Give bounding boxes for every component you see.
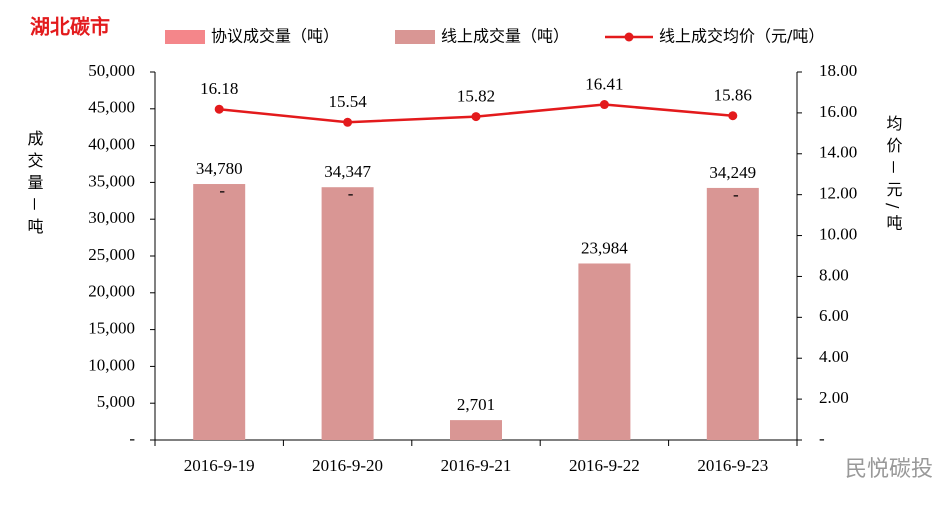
y-tick-label: 20,000 [88, 282, 135, 301]
x-tick-label: 2016-9-23 [697, 456, 768, 475]
y2-tick-label: - [819, 429, 825, 448]
x-tick-label: 2016-9-22 [569, 456, 640, 475]
legend-swatch [165, 30, 205, 44]
y2-tick-label: 2.00 [819, 388, 849, 407]
y2-tick-label: 6.00 [819, 306, 849, 325]
y-tick-label: 40,000 [88, 135, 135, 154]
watermark: 民悦碳投 [845, 457, 933, 482]
axis-title: 均价－元/吨 [884, 115, 903, 236]
bar [706, 187, 759, 440]
legend-label: 线上成交均价（元/吨） [659, 27, 824, 46]
value-label: 15.54 [328, 92, 367, 111]
value-label: 23,984 [581, 238, 628, 257]
value-label: 34,347 [324, 162, 371, 181]
y-tick-label: 25,000 [88, 245, 135, 264]
y2-tick-label: 4.00 [819, 347, 849, 366]
value-label: 16.41 [585, 74, 623, 93]
value-label: 2,701 [457, 395, 495, 414]
y2-tick-label: 10.00 [819, 224, 857, 243]
bar [193, 184, 246, 440]
x-tick-label: 2016-9-20 [312, 456, 383, 475]
legend-swatch [624, 32, 634, 42]
y-tick-label: 35,000 [88, 171, 135, 190]
y2-tick-label: 16.00 [819, 102, 857, 121]
value-label: - [733, 185, 739, 204]
line-point [471, 112, 481, 122]
value-label: 15.82 [457, 86, 495, 105]
line-point [214, 104, 224, 114]
y-tick-label: 5,000 [97, 392, 135, 411]
y2-tick-label: 8.00 [819, 265, 849, 284]
y-tick-label: 50,000 [88, 61, 135, 80]
value-label: 15.86 [714, 86, 752, 105]
value-label: 34,249 [709, 163, 756, 182]
x-tick-label: 2016-9-21 [441, 456, 512, 475]
legend-label: 线上成交量（吨） [441, 27, 569, 46]
x-tick-label: 2016-9-19 [184, 456, 255, 475]
value-label: - [348, 184, 354, 203]
y2-tick-label: 14.00 [819, 143, 857, 162]
bar [450, 420, 502, 440]
axis-title: 成交量－吨 [25, 130, 44, 240]
line-point [343, 117, 353, 127]
y-tick-label: 30,000 [88, 208, 135, 227]
value-label: 16.18 [200, 79, 238, 98]
value-label: - [219, 181, 225, 200]
y2-tick-label: 12.00 [819, 184, 857, 203]
bar [578, 263, 631, 440]
y-tick-label: 15,000 [88, 319, 135, 338]
line-point [728, 111, 738, 121]
y-tick-label: - [129, 429, 135, 448]
bar [321, 187, 374, 440]
y2-tick-label: 18.00 [819, 61, 857, 80]
legend-label: 协议成交量（吨） [211, 27, 339, 46]
chart-title: 湖北碳市 [30, 15, 110, 39]
y-tick-label: 10,000 [88, 355, 135, 374]
legend-swatch [395, 30, 435, 44]
value-label: 34,780 [196, 159, 243, 178]
line-point [599, 100, 609, 110]
y-tick-label: 45,000 [88, 98, 135, 117]
